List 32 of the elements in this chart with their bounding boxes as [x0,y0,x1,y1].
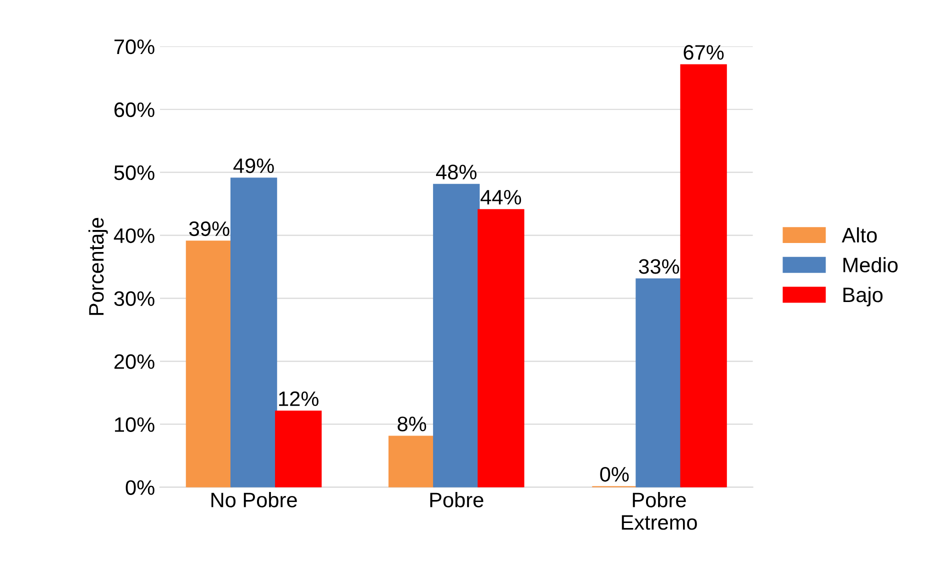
legend-label: Medio [843,257,898,272]
x-tick-label: Pobre Extremo [622,492,697,530]
data-label: 67% [684,45,724,60]
data-label: 12% [279,391,318,406]
data-label: 44% [480,190,522,205]
data-label: 48% [436,164,476,180]
y-tick-label: 10% [115,417,154,432]
y-tick-label: 60% [114,102,154,118]
legend-label: Bajo [843,286,883,306]
bar [433,184,480,488]
y-tick-label: 20% [114,354,154,370]
bar [230,178,278,488]
data-label: 49% [233,158,274,174]
data-label: 33% [638,259,680,274]
y-tick-label: 40% [114,228,154,244]
data-label: 0% [600,466,629,482]
y-tick-label: 50% [114,165,154,180]
x-tick-label: No Pobre [211,492,297,508]
legend-label: Alto [842,227,877,243]
bar [680,64,727,488]
bar [186,240,233,488]
bar [275,410,322,488]
y-tick-label: 0% [126,480,154,495]
y-axis-title: Porcentaje [88,218,108,315]
bar [388,436,436,488]
bar [636,278,682,488]
bar [478,209,524,488]
y-tick-label: 70% [114,39,154,54]
y-tick-label: 30% [114,291,154,306]
data-label: 39% [189,221,230,236]
x-tick-label: Pobre [430,492,484,508]
data-label: 8% [398,416,426,432]
